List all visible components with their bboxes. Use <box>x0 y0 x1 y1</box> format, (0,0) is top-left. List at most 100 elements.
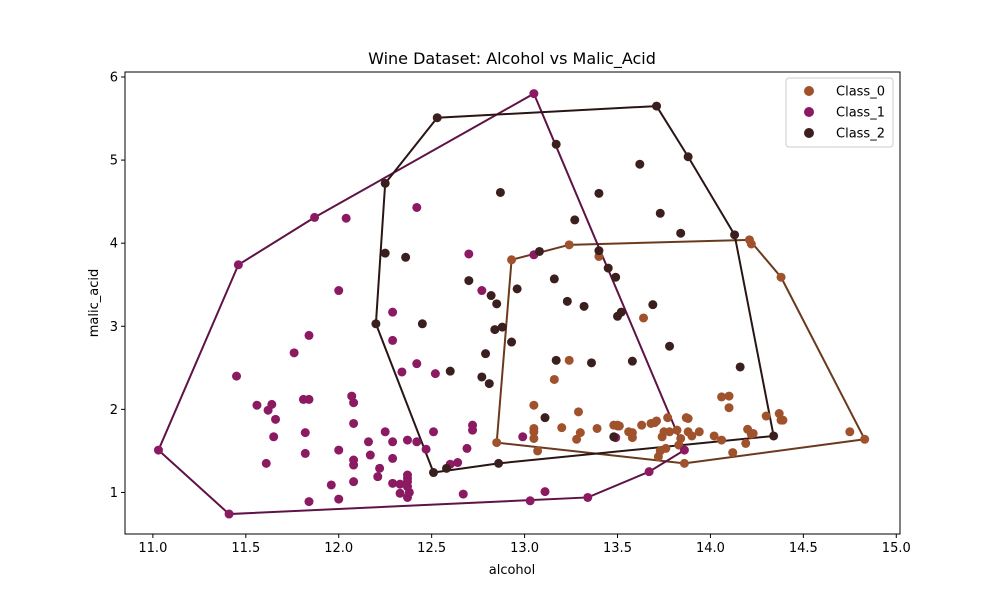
class-1-point <box>412 359 422 369</box>
class-0-point <box>650 418 660 428</box>
class-1-point <box>540 487 550 497</box>
y-tick-label: 6 <box>110 70 118 85</box>
class-0-point <box>860 434 870 444</box>
class-1-point <box>363 437 373 447</box>
x-tick-label: 15.0 <box>882 541 911 556</box>
x-tick-label: 13.0 <box>510 541 539 556</box>
class-1-point <box>310 212 320 222</box>
class-0-point <box>709 431 719 441</box>
x-tick-label: 11.0 <box>138 541 167 556</box>
class-2-hull-line <box>374 105 775 474</box>
class-1-point <box>349 477 359 487</box>
class-1-point <box>263 405 273 415</box>
class-0-point <box>672 425 682 435</box>
class-0-point <box>665 427 675 437</box>
y-axis-label: malic_acid <box>87 269 102 337</box>
class-2-point <box>432 113 442 123</box>
x-axis: 11.0 11.5 12.0 12.5 13.0 13.5 14.0 14.5 15.0 <box>138 534 911 556</box>
class-1-point <box>304 394 314 404</box>
class-1-point <box>373 472 383 482</box>
class-1-point <box>525 496 535 506</box>
y-tick-label: 5 <box>110 154 118 169</box>
class-1-point <box>453 458 463 468</box>
class-2-point <box>481 349 491 359</box>
class-0-point <box>564 240 574 250</box>
class-0-point <box>529 400 539 410</box>
x-tick-label: 14.5 <box>789 541 818 556</box>
class-1-point <box>232 371 242 381</box>
class-1-point <box>404 487 414 497</box>
class-2-point <box>594 188 604 198</box>
class-0-point <box>724 391 734 401</box>
class-1-point <box>388 437 398 447</box>
class-2-point <box>494 458 504 468</box>
x-tick-label: 13.5 <box>603 541 632 556</box>
class-1-point <box>252 400 262 410</box>
class-1-point <box>402 435 412 445</box>
class-1-point <box>644 467 654 477</box>
class-2-point <box>683 152 693 162</box>
class-2-point <box>401 252 411 262</box>
class-2-point <box>635 159 645 169</box>
class-0-point <box>717 392 727 402</box>
class-2-point <box>611 272 621 282</box>
class-2-point <box>730 230 740 240</box>
class-0-point <box>717 435 727 445</box>
plot-frame <box>124 71 901 535</box>
class-2-point <box>495 187 505 197</box>
class-0-point <box>741 438 751 448</box>
class-0-point <box>746 239 756 249</box>
class-1-point <box>349 455 359 465</box>
chart-title: Wine Dataset: Alcohol vs Malic_Acid <box>368 49 656 69</box>
class-0-point <box>683 414 693 423</box>
class-0-point <box>663 413 673 423</box>
class-1-point <box>326 480 336 490</box>
x-tick-label: 12.5 <box>417 541 446 556</box>
class-2-point <box>676 228 686 238</box>
class-2-point <box>429 468 439 478</box>
class-0-point <box>549 374 559 384</box>
class-1-point <box>464 249 474 259</box>
class-2-point <box>497 322 507 332</box>
class-2-point <box>380 178 390 188</box>
class-0-point <box>575 428 585 438</box>
y-tick-label: 1 <box>110 486 118 501</box>
class-2-point <box>464 276 474 286</box>
class-1-point <box>421 444 431 454</box>
class-2-point <box>652 101 662 111</box>
class-1-point <box>458 489 468 499</box>
legend-marker-class-1 <box>804 107 814 117</box>
class-1-point <box>583 492 593 502</box>
class-1-point <box>430 369 440 379</box>
class-1-point <box>518 432 528 442</box>
x-axis-label: alcohol <box>489 563 535 578</box>
class-2-point <box>549 274 559 284</box>
class-2-point <box>490 325 500 335</box>
class-2-point <box>594 246 604 256</box>
class-1-point <box>341 213 351 223</box>
class-2-point <box>655 208 665 218</box>
class-1-point <box>334 445 344 455</box>
class-0-point <box>529 427 539 437</box>
class-1-point <box>300 428 310 438</box>
class-1-point <box>289 348 299 358</box>
class-0-point <box>748 428 758 438</box>
class-0-point <box>778 415 788 425</box>
class-2-point <box>371 319 381 329</box>
class-2-point <box>486 291 496 301</box>
class-0-point <box>679 458 689 468</box>
class-1-point <box>261 458 271 468</box>
class-0-point <box>776 272 786 282</box>
class-1-point <box>304 330 314 340</box>
class-1-point <box>395 479 405 489</box>
class-2-point <box>665 341 675 351</box>
class-1-point <box>300 448 310 458</box>
y-tick-label: 4 <box>110 237 118 252</box>
x-tick-label: 11.5 <box>231 541 260 556</box>
legend-label-class-0: Class_0 <box>836 85 885 100</box>
class-2-point <box>477 372 487 382</box>
class-2-point <box>613 311 623 321</box>
x-tick-label: 12.0 <box>324 541 353 556</box>
legend: Class_0 Class_1 Class_2 <box>785 77 894 148</box>
